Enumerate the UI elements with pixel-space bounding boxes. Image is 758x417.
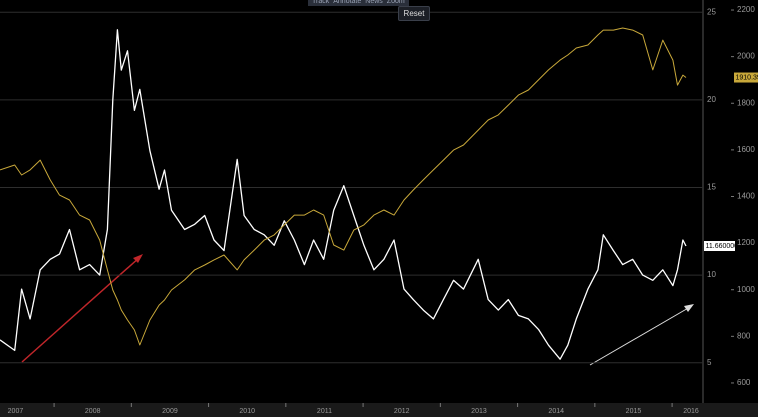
y2-tick-label: 1200 — [737, 238, 755, 247]
arrow-head — [133, 254, 143, 263]
annotation-arrow — [21, 256, 141, 363]
y-tick-label: 25 — [707, 7, 716, 16]
y2-tick-label: 1600 — [737, 145, 755, 154]
y2-tick-label: 1000 — [737, 285, 755, 294]
toolbar-item[interactable]: Annotate — [333, 0, 362, 5]
y-tick-label: 20 — [707, 95, 716, 104]
toolbar-item[interactable]: News — [365, 0, 383, 5]
y-tick-label: 15 — [707, 183, 716, 192]
x-tick-label: 2011 — [317, 408, 332, 415]
y2-tick-label: 2200 — [737, 5, 755, 14]
y2-tick-label: 2000 — [737, 52, 755, 61]
x-axis-band — [0, 403, 758, 417]
x-tick-label: 2008 — [85, 408, 101, 415]
y2-tick-label: 1800 — [737, 98, 755, 107]
reset-button[interactable]: Reset — [398, 6, 430, 21]
x-tick-label: 2015 — [626, 408, 642, 415]
reset-label: Reset — [403, 9, 425, 18]
series-line — [0, 27, 687, 346]
arrow-head — [684, 304, 694, 312]
toolbar-item[interactable]: Zoom — [386, 0, 405, 5]
x-tick-label: 2013 — [471, 408, 487, 415]
annotation-arrow — [589, 306, 691, 366]
series-line — [0, 29, 687, 360]
toolbar-item[interactable]: Track — [312, 0, 330, 5]
y2-tick-label: 800 — [737, 331, 751, 340]
last-value-label: 1910.39 — [736, 74, 758, 81]
y-tick-label: 5 — [707, 358, 712, 367]
x-tick-label: 2009 — [162, 408, 178, 415]
x-tick-label: 2014 — [548, 408, 564, 415]
last-value-label: 11.660000 — [706, 243, 739, 250]
y2-tick-label: 600 — [737, 378, 751, 387]
y2-tick-label: 1400 — [737, 192, 755, 201]
x-tick-label: 2012 — [394, 408, 410, 415]
last-value-box — [734, 72, 758, 83]
toolbar: Track Annotate News Zoom — [308, 0, 409, 6]
y-tick-label: 10 — [707, 270, 716, 279]
last-value-box — [704, 241, 735, 252]
x-tick-label: 2010 — [239, 408, 255, 415]
x-tick-label: 2007 — [8, 408, 24, 415]
x-tick-label: 2016 — [683, 408, 699, 415]
